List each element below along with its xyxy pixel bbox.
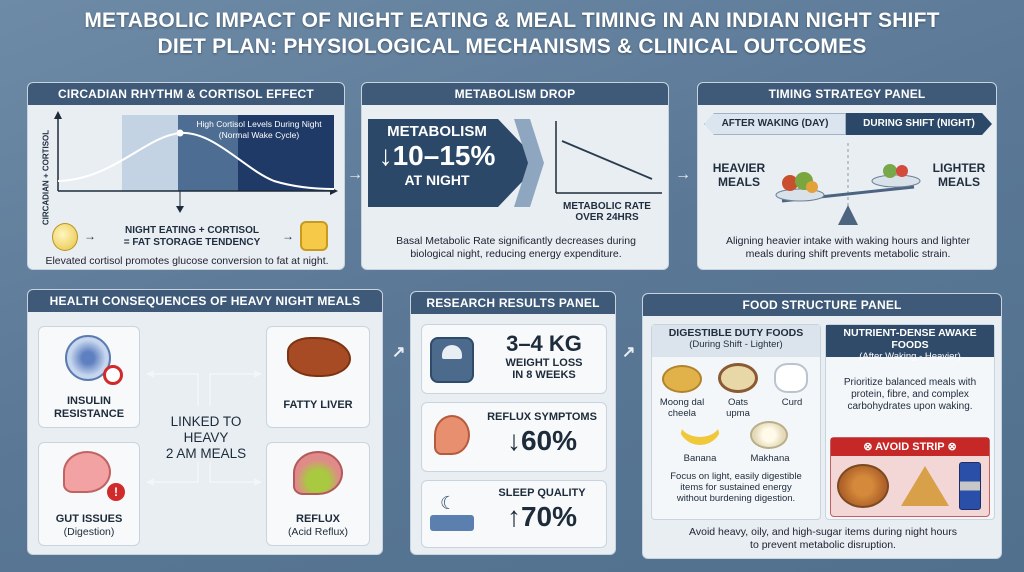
scale-dial [442,345,462,359]
arrow-right-icon: ↗ [622,344,636,361]
reflux-label: REFLUX (Acid Reflux) [287,513,349,538]
research-panel-header: RESEARCH RESULTS PANEL [411,292,615,314]
cheela-label: Moong dal cheela [659,397,705,419]
linked-center-text: LINKED TO HEAVY 2 AM MEALS [165,414,247,461]
metabolism-arrow-shape [368,119,544,207]
moon-bed-icon: ☾ [430,493,474,535]
health-panel-header: HEALTH CONSEQUENCES OF HEAVY NIGHT MEALS [28,290,382,312]
circadian-axis-label: CIRCADIAN + CORTISOL [41,129,51,226]
alert-icon: ! [107,483,125,501]
close-icon: ⊗ [863,441,876,453]
research-panel: RESEARCH RESULTS PANEL 3–4 KG WEIGHT LOS… [410,291,616,555]
lighter-meals-label: LIGHTER MEALS [932,161,986,189]
curd-icon [774,363,808,393]
gut-card: ! GUT ISSUES (Digestion) [38,442,140,546]
circadian-panel-header: CIRCADIAN RHYTHM & CORTISOL EFFECT [28,83,344,105]
night-arrow: DURING SHIFT (NIGHT) [846,113,992,135]
arrow-right-icon: → [347,166,363,183]
glucose-icon [52,223,78,251]
balance-scale-icon [775,143,921,225]
metabolic-rate-chart [555,121,662,194]
reflux-card: REFLUX (Acid Reflux) [266,442,370,546]
cheela-icon [662,365,702,393]
connector-lines [146,370,262,486]
page-title: METABOLIC IMPACT OF NIGHT EATING & MEAL … [84,9,940,58]
awake-header: NUTRIENT-DENSE AWAKE FOODS (After Waking… [826,325,994,362]
reflux-stat: REFLUX SYMPTOMS ↓60% [487,411,597,456]
acid-stomach-icon [293,451,343,495]
stomach-icon [63,451,111,493]
energy-drink-icon [959,462,981,510]
reflux-stat-card: REFLUX SYMPTOMS ↓60% [421,402,607,472]
timing-panel: TIMING STRATEGY PANEL AFTER WAKING (DAY)… [697,82,997,270]
banana-icon [678,423,722,445]
circadian-caption: Elevated cortisol promotes glucose conve… [45,255,329,267]
circadian-panel: CIRCADIAN RHYTHM & CORTISOL EFFECT CIRCA… [27,82,345,270]
makhana-label: Makhana [750,453,790,464]
digestible-caption: Focus on light, easily digestible items … [670,471,802,504]
arrow-right-icon: ↗ [392,344,406,361]
cortisol-note: High Cortisol Levels During Night (Norma… [196,119,322,140]
fat-cell-icon [300,221,328,251]
insulin-card: INSULIN RESISTANCE [38,326,140,428]
insulin-label: INSULIN RESISTANCE [53,395,125,420]
weight-loss-stat: 3–4 KG WEIGHT LOSS IN 8 WEEKS [505,331,583,381]
digestible-header: DIGESTIBLE DUTY FOODS (During Shift - Li… [652,325,820,357]
awake-caption: Prioritize balanced meals with protein, … [843,377,977,412]
avoid-strip: ⊗ AVOID STRIP ⊗ [830,437,990,517]
upma-label: Oats upma [726,397,750,419]
sleep-stat: SLEEP QUALITY ↑70% [498,487,586,532]
scale-icon [430,337,474,383]
bed-icon [430,515,474,531]
food-bottom-caption: Avoid heavy, oily, and high-sugar items … [689,526,957,551]
close-icon: ⊗ [944,441,957,453]
samosa-icon [901,466,949,506]
day-arrow: AFTER WAKING (DAY) [704,113,846,135]
liver-label: FATTY LIVER [283,399,353,411]
digestible-foods-column: DIGESTIBLE DUTY FOODS (During Shift - Li… [651,324,821,520]
metabolism-drop-stat: METABOLISM ↓10–15% AT NIGHT [378,123,496,188]
food-panel: FOOD STRUCTURE PANEL DIGESTIBLE DUTY FOO… [642,293,1002,559]
awake-foods-column: NUTRIENT-DENSE AWAKE FOODS (After Waking… [825,324,995,520]
timing-panel-header: TIMING STRATEGY PANEL [698,83,996,105]
metabolic-rate-label: METABOLIC RATE OVER 24HRS [563,201,651,223]
no-entry-icon [103,365,123,385]
moon-icon: ☾ [440,493,457,513]
arrow-right-icon: → [282,229,294,243]
upma-icon [718,363,758,393]
liver-icon [287,337,351,377]
timing-caption: Aligning heavier intake with waking hour… [726,235,970,260]
makhana-icon [750,421,788,449]
weight-loss-card: 3–4 KG WEIGHT LOSS IN 8 WEEKS [421,324,607,394]
gut-label: GUT ISSUES (Digestion) [55,513,123,538]
avoid-strip-header: ⊗ AVOID STRIP ⊗ [831,438,989,456]
metabolism-caption: Basal Metabolic Rate significantly decre… [396,235,636,260]
heavier-meals-label: HEAVIER MEALS [712,161,766,189]
metabolism-panel: METABOLISM DROP METABOLISM ↓10–15% AT NI… [361,82,669,270]
liver-card: FATTY LIVER [266,326,370,428]
arrow-right-icon: → [84,229,96,243]
stomach-down-icon [434,415,470,455]
food-panel-header: FOOD STRUCTURE PANEL [643,294,1001,316]
arrow-right-icon: → [675,166,691,183]
health-panel: HEALTH CONSEQUENCES OF HEAVY NIGHT MEALS… [27,289,383,555]
fat-storage-equation: NIGHT EATING + CORTISOL = FAT STORAGE TE… [123,225,261,248]
biryani-icon [837,464,889,508]
curd-label: Curd [781,397,803,408]
circadian-chart [54,111,338,213]
banana-label: Banana [683,453,717,464]
sleep-stat-card: ☾ SLEEP QUALITY ↑70% [421,480,607,548]
metabolism-panel-header: METABOLISM DROP [362,83,668,105]
